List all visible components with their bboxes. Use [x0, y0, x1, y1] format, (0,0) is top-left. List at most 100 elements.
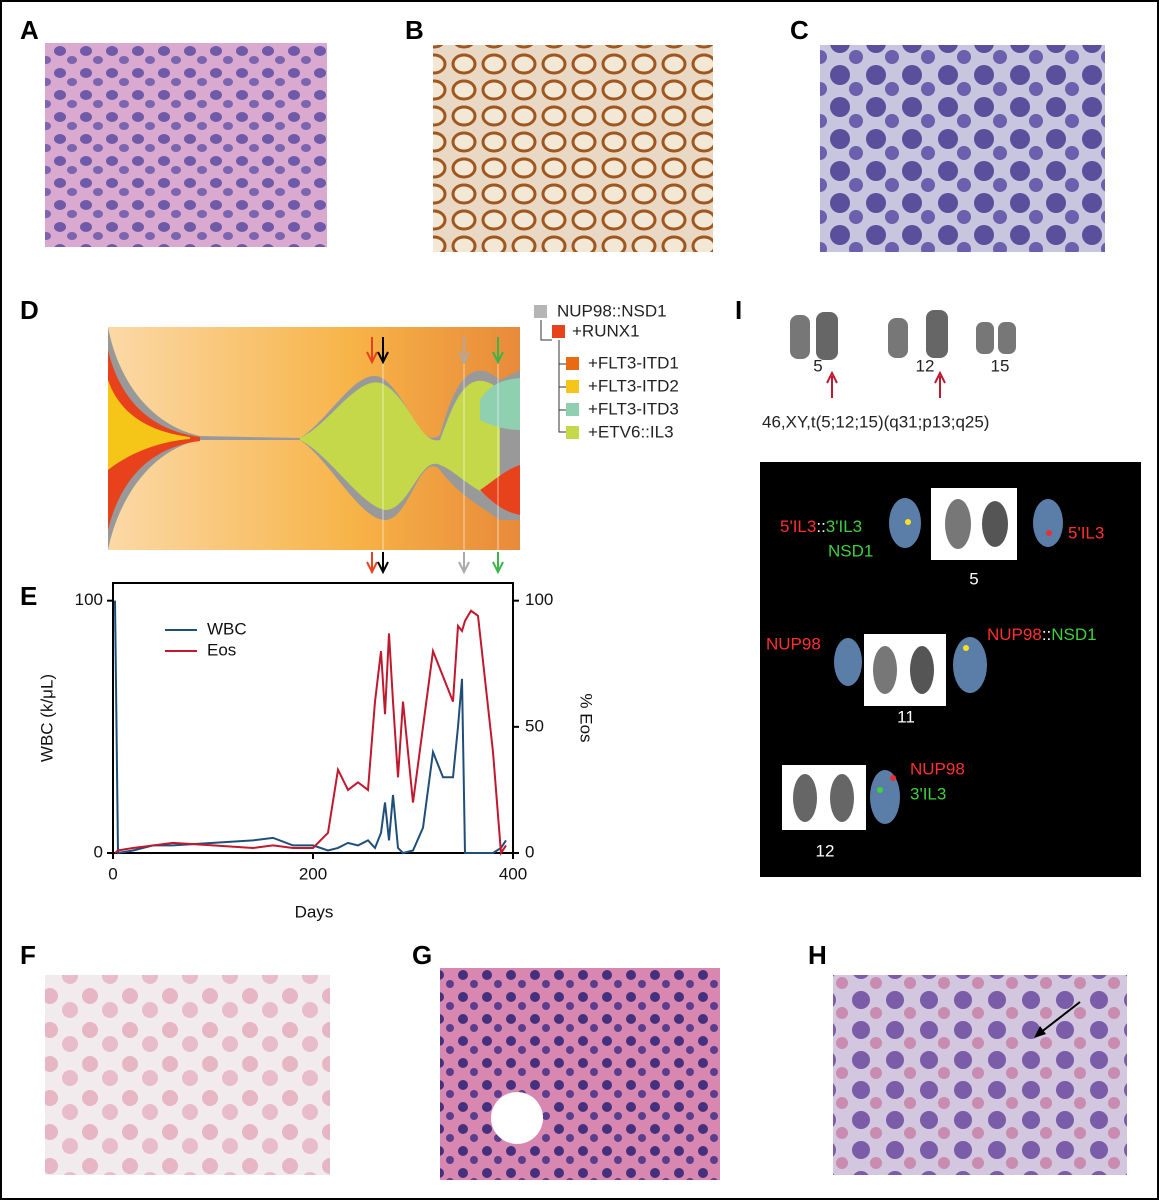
legend-swatch: [566, 403, 579, 416]
clone-area: [300, 380, 500, 510]
legend-label: +ETV6::IL3: [588, 422, 674, 441]
legend-swatch: [566, 426, 579, 439]
probe-signal: [905, 519, 911, 525]
probe-signal: [877, 787, 883, 793]
fish-label: NSD1: [1051, 625, 1096, 644]
probe-signal: [963, 645, 969, 651]
pointer-arrow: [1039, 1001, 1081, 1034]
clone-area: [108, 380, 190, 470]
arrow: [458, 552, 470, 575]
arrow: [492, 552, 504, 575]
nucleus: [953, 637, 987, 693]
chromosome-number: 5: [969, 569, 978, 588]
vessel: [491, 1092, 543, 1144]
fish-label: 5'IL3::3'IL3: [780, 517, 862, 536]
fish-label: NSD1: [828, 541, 873, 560]
chromosome: [873, 646, 897, 694]
legend-label: +RUNX1: [572, 321, 640, 340]
arrow: [366, 337, 378, 365]
nucleus: [870, 770, 900, 824]
fish-label: 5'IL3: [780, 517, 816, 536]
chromosome: [982, 501, 1008, 547]
karyotype: 5 12 15 46,XY,t(5;12;15)(q31;p13;q25): [762, 310, 1016, 431]
panel-label: E: [20, 581, 37, 611]
clone-area: [480, 378, 520, 430]
plot-frame: [112, 582, 514, 854]
chromosome: [926, 310, 948, 358]
fish-label: NUP98::NSD1: [987, 625, 1097, 644]
legend-swatch: [534, 305, 547, 318]
fish-label: NUP98: [766, 634, 821, 653]
chromosome: [945, 499, 971, 549]
panel-label: A: [20, 15, 39, 45]
chromosome-number: 12: [816, 841, 835, 860]
sample-arrows: [366, 337, 504, 575]
fish-label: ::: [816, 517, 825, 536]
legend-swatch: [552, 325, 565, 338]
chromosome: [816, 312, 838, 360]
panel-label: I: [735, 295, 742, 325]
legend-swatch: [566, 357, 579, 370]
fish-label: ::: [1042, 625, 1051, 644]
chromosome: [793, 774, 817, 822]
chart: Days WBC (k/μL) % Eos 0 200 400 0 100 0 50 100 W…: [37, 582, 596, 921]
arrow: [377, 552, 389, 575]
legend-label: +FLT3-ITD2: [588, 376, 679, 395]
chromosome-number: 11: [897, 707, 915, 726]
panel-label: G: [412, 940, 432, 970]
micrograph: [45, 43, 327, 247]
fish-label: NUP98: [987, 625, 1042, 644]
y2-tick-label: 0: [525, 842, 534, 861]
y2-tick-label: 100: [525, 590, 553, 609]
arrow: [934, 370, 946, 398]
legend-tree: [540, 320, 566, 433]
chromosome: [998, 322, 1016, 354]
probe-signal: [1046, 530, 1052, 536]
panel-label: C: [790, 15, 809, 45]
micrograph: [440, 968, 720, 1180]
fish-label: 5'IL3: [1068, 523, 1104, 542]
y2-axis-label: % Eos: [577, 693, 596, 742]
probe-signal: [890, 775, 896, 781]
nucleus: [1033, 499, 1063, 547]
arrow: [826, 370, 838, 398]
arrow: [458, 337, 470, 365]
fish-panel: 5'IL3::3'IL3 NSD1 5'IL3 5 NUP98 NUP98::N…: [760, 462, 1141, 877]
panel-label: B: [405, 15, 424, 45]
chromosome-number: 15: [991, 356, 1010, 375]
y2-tick-label: 50: [525, 716, 544, 735]
pointer-arrow-head: [1034, 1026, 1046, 1038]
clone-legend: NUP98::NSD1 +RUNX1 +FLT3-ITD1 +FLT3-ITD2…: [534, 301, 679, 441]
fish-label: 3'IL3: [826, 517, 862, 536]
legend-label: +FLT3-ITD1: [588, 353, 679, 372]
y-tick-label: 100: [75, 590, 103, 609]
legend-label: WBC: [207, 619, 247, 638]
nucleus: [889, 498, 921, 548]
chromosome: [830, 774, 854, 822]
panel-label: D: [20, 295, 39, 325]
data-line: [114, 600, 507, 855]
arrow: [377, 337, 389, 365]
y-axis-label: WBC (k/μL): [37, 674, 56, 762]
chromosome: [910, 646, 934, 694]
chromosome-number: 12: [916, 356, 935, 375]
fish-label: NUP98: [910, 759, 965, 778]
arrow: [492, 337, 504, 365]
y-tick-label: 0: [94, 842, 103, 861]
x-axis-label: Days: [295, 902, 334, 921]
arrow: [366, 552, 378, 575]
nucleus: [834, 638, 862, 686]
micrograph: [433, 45, 713, 252]
chromosome: [790, 315, 810, 359]
legend-label: +FLT3-ITD3: [588, 399, 679, 418]
legend-label: Eos: [207, 640, 236, 659]
legend-label: NUP98::NSD1: [557, 301, 667, 320]
fish-plot: [108, 327, 520, 550]
panel-label: F: [20, 940, 36, 970]
chromosome: [888, 318, 908, 358]
x-tick-label: 200: [299, 864, 327, 883]
chromosome: [976, 322, 994, 354]
karyotype-formula: 46,XY,t(5;12;15)(q31;p13;q25): [762, 412, 989, 431]
